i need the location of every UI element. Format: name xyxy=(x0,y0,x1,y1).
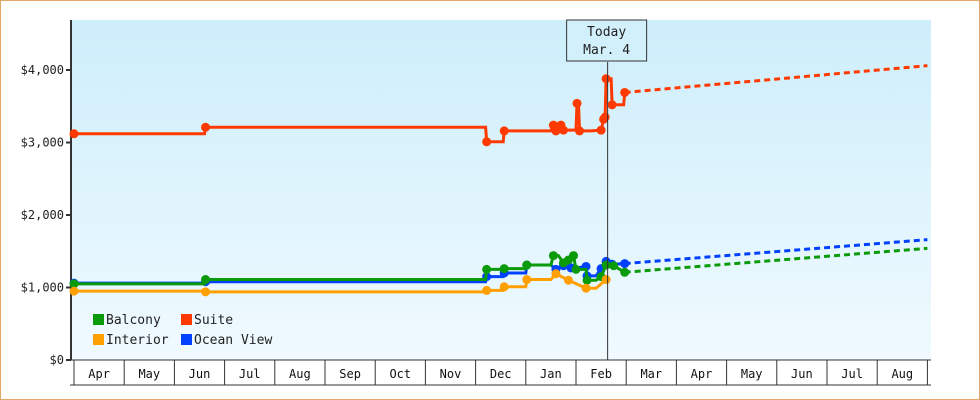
legend-item-interior[interactable]: Interior xyxy=(93,333,169,348)
legend-item-suite[interactable]: Suite xyxy=(181,313,233,328)
data-point[interactable] xyxy=(607,100,617,110)
data-point[interactable] xyxy=(582,275,592,285)
x-month-label: Aug xyxy=(289,367,311,381)
data-point[interactable] xyxy=(201,275,211,285)
data-point[interactable] xyxy=(601,260,611,270)
x-month-label: Oct xyxy=(389,367,411,381)
legend-label: Interior xyxy=(106,333,169,348)
data-point[interactable] xyxy=(522,275,532,285)
data-point[interactable] xyxy=(551,269,561,279)
legend-label: Balcony xyxy=(106,313,161,328)
y-tick-label: $1,000 xyxy=(21,281,64,295)
data-point[interactable] xyxy=(482,137,492,147)
data-point[interactable] xyxy=(581,283,591,293)
data-point[interactable] xyxy=(568,251,578,261)
data-point[interactable] xyxy=(522,260,532,270)
data-point[interactable] xyxy=(575,126,585,136)
x-month-label: May xyxy=(138,367,160,381)
data-point[interactable] xyxy=(201,122,211,132)
data-point[interactable] xyxy=(499,126,509,136)
x-month-label: Jun xyxy=(189,367,211,381)
legend-label: Suite xyxy=(194,313,233,328)
data-point[interactable] xyxy=(69,129,79,139)
data-point[interactable] xyxy=(558,125,568,135)
data-point[interactable] xyxy=(563,275,573,285)
legend-swatch xyxy=(93,314,104,325)
x-month-label: Jul xyxy=(841,367,863,381)
legend-label: Ocean View xyxy=(194,333,272,348)
data-point[interactable] xyxy=(551,126,561,136)
legend-item-balcony[interactable]: Balcony xyxy=(93,313,161,328)
legend-swatch xyxy=(93,334,104,345)
data-point[interactable] xyxy=(620,87,630,97)
y-tick-label: $0 xyxy=(50,353,64,367)
data-point[interactable] xyxy=(482,264,492,274)
legend-swatch xyxy=(181,314,192,325)
data-point[interactable] xyxy=(601,275,611,285)
x-month-label: Mar xyxy=(640,367,662,381)
series-group xyxy=(69,64,928,297)
y-axis: $0 $1,000 $2,000 $3,000 $4,000 xyxy=(21,20,72,367)
data-point[interactable] xyxy=(596,125,606,135)
data-point[interactable] xyxy=(600,112,610,122)
data-point[interactable] xyxy=(482,285,492,295)
data-point[interactable] xyxy=(620,267,630,277)
x-month-label: Nov xyxy=(440,367,462,381)
series-balcony xyxy=(69,246,928,289)
x-month-label: Sep xyxy=(339,367,361,381)
data-point[interactable] xyxy=(620,259,630,269)
data-point[interactable] xyxy=(69,286,79,296)
data-point[interactable] xyxy=(499,264,509,274)
x-month-label: Dec xyxy=(490,367,512,381)
series-interior xyxy=(69,269,611,297)
data-point[interactable] xyxy=(601,74,611,84)
x-month-label: Jun xyxy=(791,367,813,381)
x-month-label: May xyxy=(741,367,763,381)
data-point[interactable] xyxy=(69,279,79,289)
data-point[interactable] xyxy=(201,287,211,297)
today-marker: Today Mar. 4 xyxy=(566,19,648,360)
today-date: Mar. 4 xyxy=(583,43,630,58)
y-tick-label: $2,000 xyxy=(21,208,64,222)
data-point[interactable] xyxy=(571,264,581,274)
x-month-label: Jul xyxy=(239,367,261,381)
legend: Balcony Suite Interior Ocean View xyxy=(93,313,272,348)
y-tick-label: $4,000 xyxy=(21,63,64,77)
legend-swatch xyxy=(181,334,192,345)
data-point[interactable] xyxy=(499,282,509,292)
data-point[interactable] xyxy=(572,98,582,108)
legend-item-ocean-view[interactable]: Ocean View xyxy=(181,333,272,348)
x-month-label: Feb xyxy=(590,367,612,381)
x-month-label: Apr xyxy=(691,367,713,381)
series-suite xyxy=(69,64,928,147)
x-month-label: Apr xyxy=(88,367,110,381)
x-month-label: Aug xyxy=(891,367,913,381)
y-tick-label: $3,000 xyxy=(21,136,64,150)
data-point[interactable] xyxy=(548,251,558,261)
plot-area xyxy=(71,20,931,360)
data-point[interactable] xyxy=(609,261,619,271)
today-label: Today xyxy=(587,25,626,40)
x-month-label: Jan xyxy=(540,367,562,381)
x-axis: Apr May Jun Jul Aug Sep Oct Nov Dec Jan Feb Mar Apr M… xyxy=(70,359,931,386)
